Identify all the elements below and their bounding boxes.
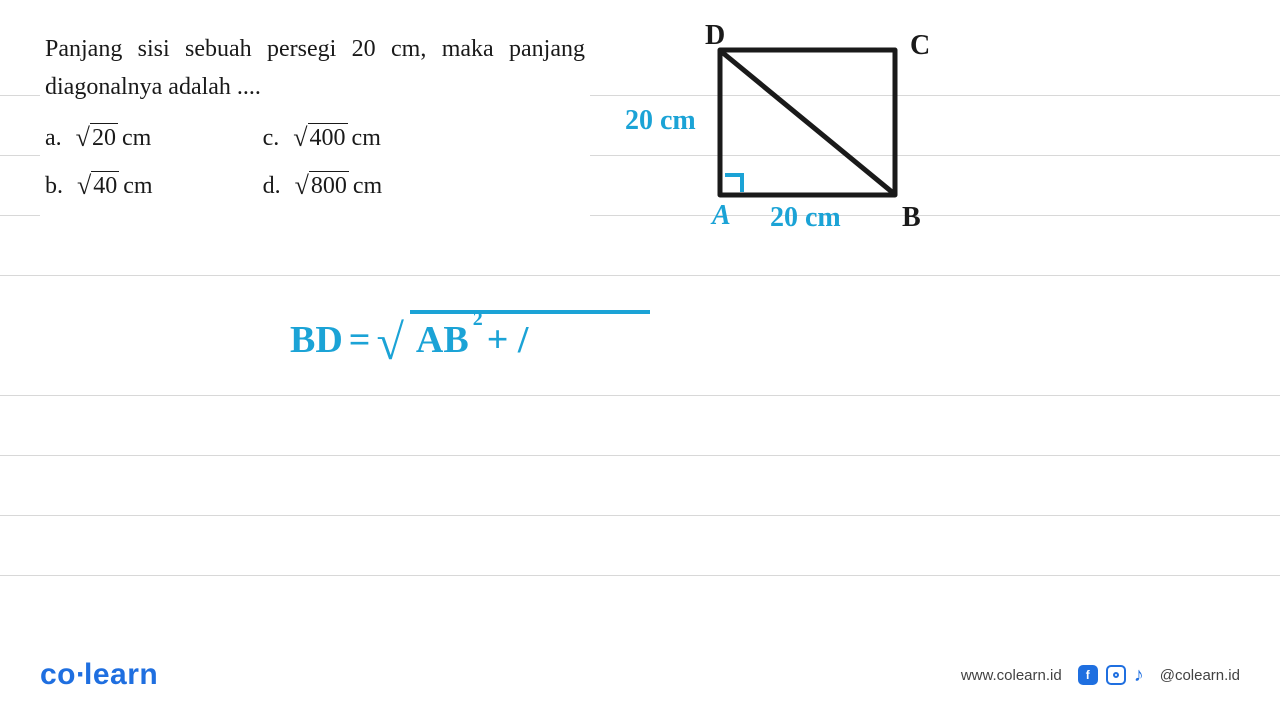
tiktok-icon: ♪ [1134, 664, 1144, 687]
choice-a-value: √ 20 [76, 123, 118, 153]
logo-dot: · [76, 658, 84, 691]
vertex-b-label: B [902, 202, 921, 234]
radical-symbol: √ [295, 173, 309, 199]
side-bottom-label: 20 cm [770, 202, 841, 234]
sqrt-symbol: √ [376, 322, 403, 362]
choice-b-value: √ 40 [77, 171, 119, 201]
vertex-c-label: C [910, 30, 930, 62]
instagram-icon [1106, 665, 1126, 685]
website-url: www.colearn.id [961, 667, 1062, 684]
equation-radicand: AB 2 + / [410, 310, 650, 362]
choice-c-value: √ 400 [293, 123, 347, 153]
radical-symbol: √ [293, 125, 307, 151]
choice-grid: a. √ 20 cm b. √ 40 cm c. √ [45, 119, 585, 206]
choice-b-letter: b. [45, 167, 63, 205]
social-handle: @colearn.id [1160, 667, 1240, 684]
square-diagram: D C A B 20 cm 20 cm [620, 20, 1020, 270]
footer-bar: co·learn www.colearn.id f ♪ @colearn.id [40, 658, 1240, 692]
choice-c: c. √ 400 cm [263, 119, 383, 157]
choice-c-letter: c. [263, 119, 280, 157]
right-angle-marker [725, 175, 742, 192]
question-stem: Panjang sisi sebuah persegi 20 cm, maka … [45, 30, 585, 107]
diagonal-line [723, 53, 892, 192]
choice-d: d. √ 800 cm [263, 167, 383, 205]
equation-lhs: BD [290, 318, 343, 362]
social-icons: f ♪ [1078, 664, 1144, 687]
side-left-label: 20 cm [625, 105, 696, 137]
choice-a: a. √ 20 cm [45, 119, 153, 157]
equals-sign: = [349, 318, 371, 362]
colearn-logo: co·learn [40, 658, 158, 692]
radical-symbol: √ [77, 173, 91, 199]
vertex-d-label: D [705, 20, 725, 52]
question-text-box: Panjang sisi sebuah persegi 20 cm, maka … [40, 20, 590, 226]
radical-symbol: √ [76, 125, 90, 151]
footer-right: www.colearn.id f ♪ @colearn.id [961, 664, 1240, 687]
choice-d-value: √ 800 [295, 171, 349, 201]
choice-d-letter: d. [263, 167, 281, 205]
equation-work: BD = √ AB 2 + / [290, 310, 650, 362]
facebook-icon: f [1078, 665, 1098, 685]
vertex-a-label: A [712, 200, 731, 232]
choice-b: b. √ 40 cm [45, 167, 153, 205]
choice-a-letter: a. [45, 119, 62, 157]
